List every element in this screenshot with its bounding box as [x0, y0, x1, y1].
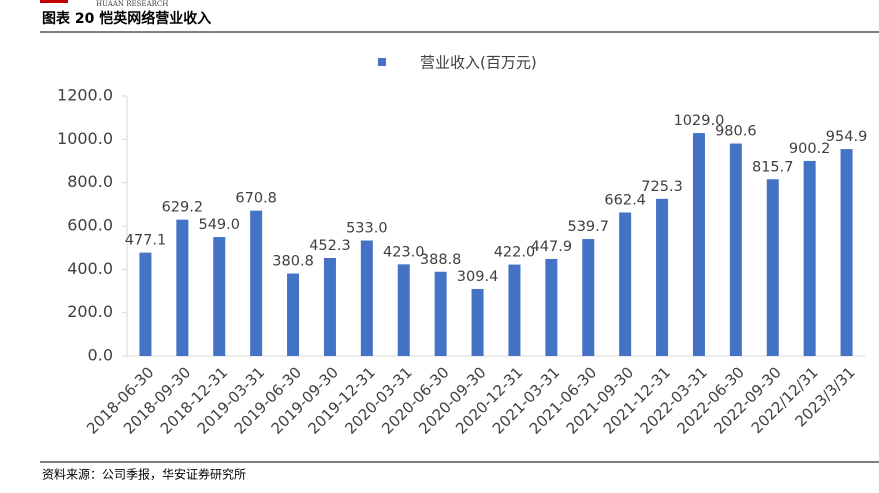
value-label: 549.0 — [198, 217, 240, 233]
bar — [508, 264, 521, 356]
bar — [139, 252, 152, 356]
y-tick-label: 200.0 — [67, 302, 113, 321]
bar — [176, 219, 189, 356]
value-label: 309.4 — [457, 269, 499, 285]
value-label: 447.9 — [531, 239, 573, 255]
bar — [213, 237, 226, 356]
value-label: 533.0 — [346, 221, 388, 237]
y-tick-label: 1200.0 — [57, 86, 113, 105]
value-label: 423.0 — [383, 244, 425, 260]
bar — [545, 258, 558, 356]
bar — [619, 212, 632, 356]
value-label: 477.1 — [125, 233, 167, 249]
bar — [766, 179, 779, 356]
y-tick-label: 800.0 — [67, 172, 113, 191]
value-label: 452.3 — [309, 238, 351, 254]
bar — [840, 149, 853, 356]
bar — [692, 133, 705, 356]
value-label: 539.7 — [567, 219, 609, 235]
bar — [582, 239, 595, 356]
value-label: 380.8 — [272, 253, 314, 269]
value-label: 980.6 — [715, 124, 757, 140]
source: 资料来源：公司季报，华安证券研究所 — [42, 467, 246, 482]
value-label: 662.4 — [604, 192, 646, 208]
legend-swatch — [378, 58, 386, 66]
brand: HUAAN RESEARCH — [96, 0, 168, 8]
y-tick-label: 1000.0 — [57, 129, 113, 148]
bar — [434, 271, 447, 356]
logo-bar — [40, 0, 68, 3]
bar — [360, 240, 373, 356]
value-label: 1029.0 — [674, 113, 725, 129]
y-tick-label: 600.0 — [67, 216, 113, 235]
value-label: 388.8 — [420, 252, 462, 268]
value-label: 422.0 — [494, 245, 536, 261]
value-label: 725.3 — [641, 179, 683, 195]
value-label: 954.9 — [826, 129, 868, 145]
value-label: 670.8 — [235, 191, 277, 207]
bar — [729, 143, 742, 356]
bar — [803, 160, 816, 356]
bar — [250, 210, 263, 356]
value-label: 815.7 — [752, 159, 794, 175]
bar — [656, 198, 669, 356]
heading: 图表 20 恺英网络营业收入 — [42, 10, 211, 27]
y-tick-label: 0.0 — [88, 346, 113, 365]
bar — [323, 258, 336, 356]
bar — [287, 273, 300, 356]
legend-label: 营业收入(百万元) — [420, 54, 537, 72]
value-label: 900.2 — [789, 141, 831, 157]
bar — [397, 264, 410, 356]
value-label: 629.2 — [162, 200, 204, 216]
y-tick-label: 400.0 — [67, 259, 113, 278]
bar — [471, 288, 484, 356]
